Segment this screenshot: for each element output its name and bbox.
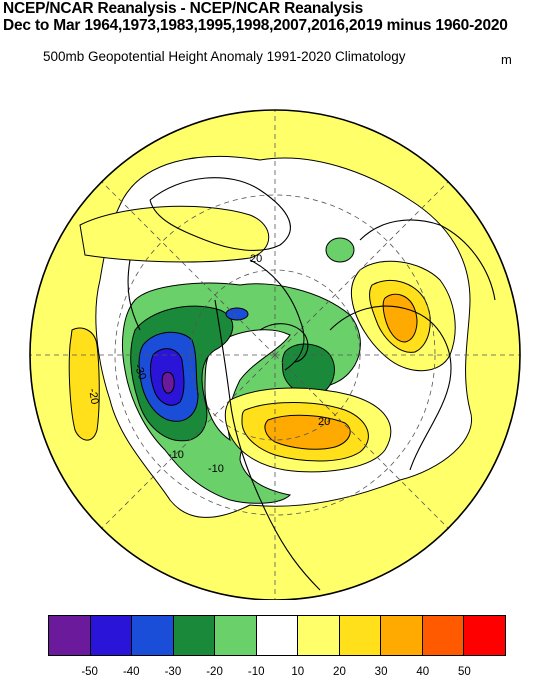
colorbar-swatch xyxy=(131,615,174,656)
colorbar-tick-label: 30 xyxy=(374,666,388,678)
contour-label-20-b: 20 xyxy=(318,416,330,428)
colorbar-swatch xyxy=(380,615,423,656)
colorbar-swatch xyxy=(214,615,257,656)
colorbar-swatch xyxy=(48,615,91,656)
colorbar-tick-label: 10 xyxy=(291,666,305,678)
colorbar-tick-label: 40 xyxy=(416,666,430,678)
colorbar-tick-label: -20 xyxy=(206,666,223,678)
colorbar-swatch xyxy=(338,615,382,656)
colorbar-tick-label: -30 xyxy=(164,666,182,678)
colorbar-swatch xyxy=(255,615,299,656)
colorbar-tick-label: -10 xyxy=(247,666,265,678)
colorbar-swatch xyxy=(89,615,133,656)
title-line-2: Dec to Mar 1964,1973,1983,1995,1998,2007… xyxy=(3,17,508,34)
colorbar-swatch xyxy=(421,615,465,656)
contour-label-neg10-a: -10 xyxy=(168,449,184,461)
anomaly-field-pacific-positive xyxy=(79,205,270,263)
colorbar-tick-label: 20 xyxy=(333,666,346,678)
colorbar-tick-label: -40 xyxy=(122,666,140,678)
title-line-1: NCEP/NCAR Reanalysis - NCEP/NCAR Reanaly… xyxy=(3,0,364,17)
contour-label-neg30: -30 xyxy=(132,362,149,381)
colorbar-swatch xyxy=(172,615,216,656)
contour-label-neg20: -20 xyxy=(86,388,101,406)
anomaly-field-negative-50 xyxy=(161,371,175,394)
map-subtitle: 500mb Geopotential Height Anomaly 1991-2… xyxy=(43,49,406,64)
units-label: m xyxy=(501,52,512,67)
polar-anomaly-map: 20 -30 -10 -10 20 -20 xyxy=(29,109,521,600)
colorbar-tick-label: -50 xyxy=(81,666,98,678)
colorbar xyxy=(48,615,507,656)
colorbar-swatch xyxy=(463,615,507,656)
colorbar-tick-label: 50 xyxy=(457,666,471,678)
colorbar-swatch xyxy=(297,615,340,656)
contour-label-neg10-b: -10 xyxy=(208,463,224,475)
contour-label-20: 20 xyxy=(250,253,262,265)
